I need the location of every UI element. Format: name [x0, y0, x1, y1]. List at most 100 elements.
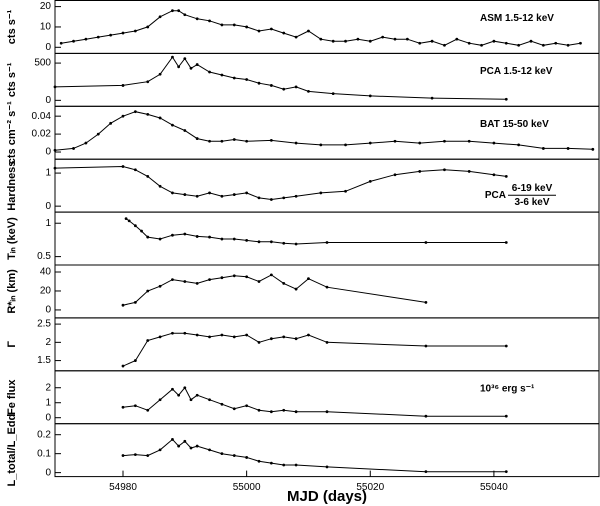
data-point: [171, 123, 174, 127]
data-point: [109, 33, 113, 37]
data-point: [257, 29, 261, 33]
data-point: [84, 141, 88, 145]
data-point: [282, 31, 286, 35]
data-point: [325, 285, 329, 289]
y-tick-label: 1: [45, 218, 51, 229]
data-point: [418, 141, 422, 145]
data-point: [282, 196, 286, 200]
data-point: [232, 454, 236, 457]
y-tick-label: 0: [45, 42, 51, 53]
data-point: [294, 287, 298, 291]
data-point: [245, 139, 249, 143]
data-point: [177, 393, 181, 397]
data-line: [61, 10, 581, 46]
data-point: [368, 39, 372, 43]
data-point: [319, 191, 323, 195]
data-point: [109, 121, 113, 125]
data-point: [208, 448, 211, 452]
data-point: [381, 35, 385, 39]
data-point: [232, 138, 236, 141]
data-point: [245, 456, 249, 459]
data-point: [282, 281, 286, 285]
y-tick-label: 40: [40, 267, 52, 278]
data-point: [208, 335, 211, 339]
data-point: [307, 89, 310, 93]
data-point: [96, 35, 100, 39]
x-tick-label: 55040: [480, 482, 508, 493]
data-point: [257, 340, 261, 344]
panel-frame: [54, 317, 600, 372]
data-point: [232, 407, 236, 411]
data-point: [195, 17, 199, 21]
data-point: [121, 165, 125, 168]
y-tick-label: 0.04: [32, 111, 52, 122]
data-point: [282, 408, 286, 412]
data-point: [53, 85, 57, 89]
data-point: [220, 452, 224, 456]
data-point: [189, 66, 193, 70]
y-tick-label: 0.2: [37, 429, 51, 440]
data-point: [517, 43, 521, 47]
data-point: [183, 280, 187, 283]
data-point: [220, 402, 224, 406]
data-point: [245, 333, 249, 337]
data-point: [158, 116, 162, 120]
panel-frame: [54, 211, 600, 266]
data-point: [294, 410, 298, 414]
data-point: [294, 194, 298, 198]
panel-frame: [54, 105, 600, 160]
y-tick-label: 500: [34, 58, 51, 69]
y-tick-label: 0: [45, 305, 51, 316]
data-point: [72, 147, 75, 150]
data-point: [158, 184, 162, 188]
data-point: [566, 43, 570, 47]
data-point: [220, 276, 224, 280]
data-point: [257, 196, 261, 200]
data-point: [195, 393, 199, 397]
data-point: [504, 344, 508, 348]
data-point: [133, 300, 137, 304]
data-point: [257, 459, 261, 463]
data-point: [269, 198, 273, 201]
y-tick-label: 1: [45, 397, 51, 408]
data-point: [220, 237, 224, 241]
y-axis-title: Tᵢₙ (keV): [6, 217, 18, 260]
data-point: [121, 84, 125, 87]
data-point: [146, 80, 150, 84]
data-point: [146, 339, 150, 342]
data-point: [220, 139, 224, 143]
data-line: [122, 332, 507, 367]
y-tick-label: 0: [45, 467, 51, 478]
data-point: [220, 23, 224, 27]
data-point: [96, 132, 100, 136]
data-point: [121, 364, 125, 368]
data-point: [517, 143, 521, 147]
data-point: [158, 398, 162, 402]
panel-frame: [54, 52, 600, 107]
data-point: [127, 219, 131, 223]
data-point: [171, 233, 174, 237]
y-tick-label: 0.1: [37, 448, 51, 459]
panel-label: BAT 15-50 keV: [480, 119, 549, 130]
data-point: [325, 465, 329, 469]
data-point: [183, 13, 187, 17]
data-point: [183, 232, 187, 236]
data-point: [133, 168, 137, 172]
data-point: [245, 191, 249, 195]
data-point: [269, 337, 273, 341]
data-point: [183, 331, 187, 335]
panel-label: ASM 1.5-12 keV: [480, 13, 554, 24]
data-point: [245, 25, 249, 29]
data-point: [257, 408, 261, 412]
y-tick-label: 2.5: [37, 319, 51, 330]
data-point: [269, 240, 273, 244]
x-tick-label: 54980: [109, 482, 137, 493]
data-point: [158, 335, 162, 339]
data-line: [122, 438, 507, 473]
y-tick-label: 0: [45, 412, 51, 423]
data-point: [84, 37, 88, 41]
data-point: [245, 275, 249, 279]
data-point: [319, 37, 323, 41]
data-point: [405, 37, 409, 41]
